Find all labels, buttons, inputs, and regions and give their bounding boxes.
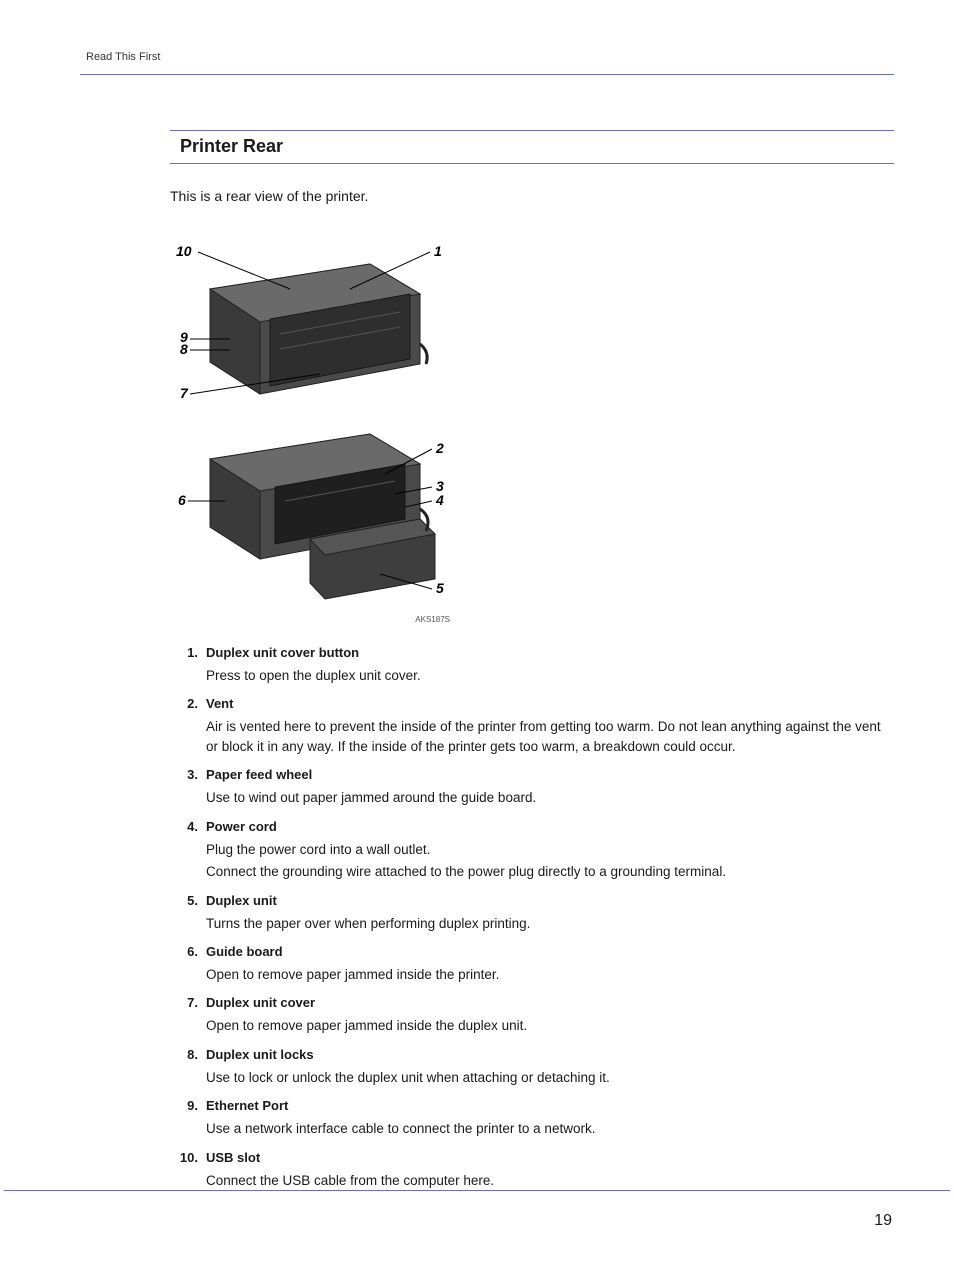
list-item: Ethernet Port Use a network interface ca… [170, 1097, 894, 1138]
desc: Open to remove paper jammed inside the p… [206, 965, 894, 985]
desc: Plug the power cord into a wall outlet. [206, 840, 894, 860]
figure-code: AKS187S [170, 614, 450, 626]
page: Read This First Printer Rear This is a r… [0, 0, 954, 1270]
content: Printer Rear This is a rear view of the … [170, 130, 894, 1190]
term: Power cord [206, 818, 894, 837]
bottom-rule [4, 1190, 950, 1191]
page-number: 19 [874, 1209, 892, 1232]
desc: Connect the USB cable from the computer … [206, 1171, 894, 1191]
term: Guide board [206, 943, 894, 962]
section-title: Printer Rear [180, 136, 283, 156]
desc: Connect the grounding wire attached to t… [206, 862, 894, 882]
term: Paper feed wheel [206, 766, 894, 785]
desc: Turns the paper over when performing dup… [206, 914, 894, 934]
intro-text: This is a rear view of the printer. [170, 186, 894, 206]
term: Duplex unit cover [206, 994, 894, 1013]
callout-10: 10 [176, 243, 192, 259]
list-item: Duplex unit cover Open to remove paper j… [170, 994, 894, 1035]
list-item: Duplex unit cover button Press to open t… [170, 644, 894, 685]
definition-list: Duplex unit cover button Press to open t… [170, 644, 894, 1190]
callout-2: 2 [435, 440, 444, 456]
term: Vent [206, 695, 894, 714]
desc: Air is vented here to prevent the inside… [206, 717, 894, 756]
term: Duplex unit [206, 892, 894, 911]
list-item: Paper feed wheel Use to wind out paper j… [170, 766, 894, 807]
list-item: Power cord Plug the power cord into a wa… [170, 818, 894, 882]
callout-6: 6 [178, 492, 186, 508]
printer-top-illustration: 10 1 9 8 7 [176, 243, 442, 401]
list-item: Duplex unit Turns the paper over when pe… [170, 892, 894, 933]
desc: Use a network interface cable to connect… [206, 1119, 894, 1139]
list-item: USB slot Connect the USB cable from the … [170, 1149, 894, 1190]
term: Ethernet Port [206, 1097, 894, 1116]
callout-1: 1 [434, 243, 442, 259]
printer-bottom-illustration: 2 3 4 6 5 [178, 434, 444, 599]
section-title-rule: Printer Rear [170, 130, 894, 164]
callout-4: 4 [435, 492, 444, 508]
desc: Use to lock or unlock the duplex unit wh… [206, 1068, 894, 1088]
desc: Open to remove paper jammed inside the d… [206, 1016, 894, 1036]
desc: Press to open the duplex unit cover. [206, 666, 894, 686]
list-item: Duplex unit locks Use to lock or unlock … [170, 1046, 894, 1087]
printer-rear-figure: 10 1 9 8 7 [170, 234, 450, 604]
callout-7: 7 [180, 385, 189, 401]
term: Duplex unit locks [206, 1046, 894, 1065]
callout-5: 5 [436, 580, 444, 596]
desc: Use to wind out paper jammed around the … [206, 788, 894, 808]
term: Duplex unit cover button [206, 644, 894, 663]
term: USB slot [206, 1149, 894, 1168]
list-item: Vent Air is vented here to prevent the i… [170, 695, 894, 756]
list-item: Guide board Open to remove paper jammed … [170, 943, 894, 984]
top-rule [80, 74, 894, 75]
callout-8: 8 [180, 341, 188, 357]
running-head: Read This First [86, 50, 894, 66]
